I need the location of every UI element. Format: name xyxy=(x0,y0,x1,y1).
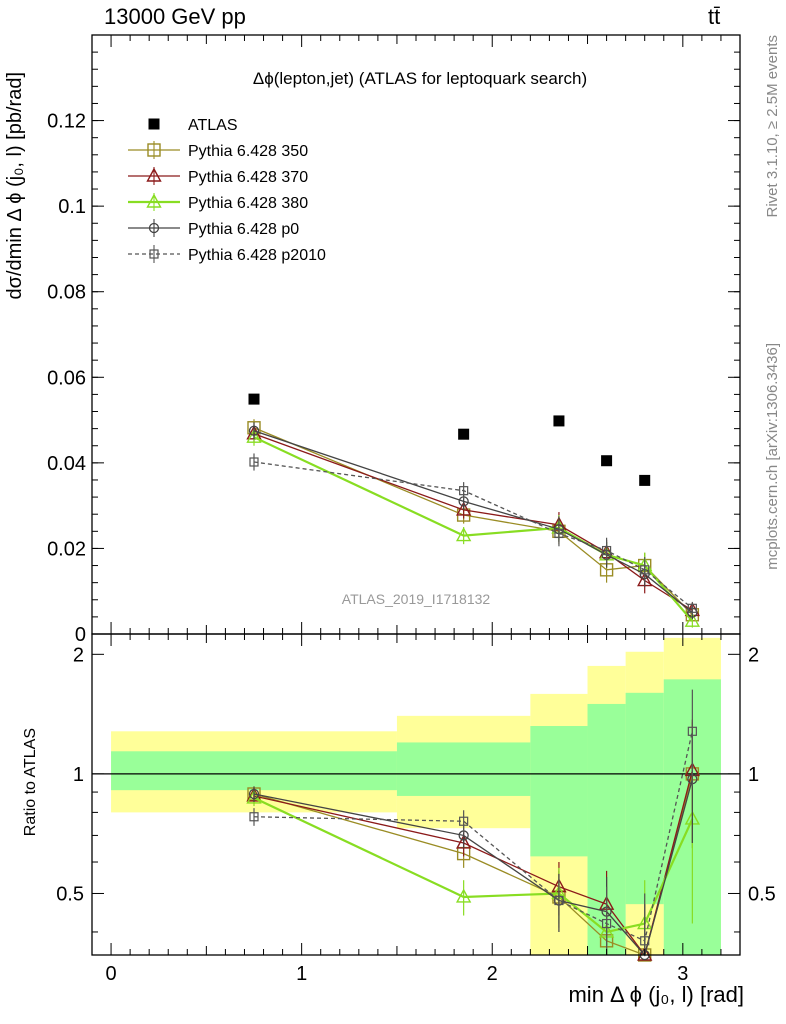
data-point-5-5 xyxy=(687,603,697,613)
band-green-4 xyxy=(625,692,664,905)
ratio-line-3 xyxy=(253,778,693,957)
legend-marker-2 xyxy=(146,167,162,182)
legend-label-5: Pythia 6.428 p2010 xyxy=(188,247,326,264)
data-point-0-2 xyxy=(553,415,565,427)
legend-label-1: Pythia 6.428 350 xyxy=(188,143,308,160)
main-y-tick-label: 0.1 xyxy=(58,196,86,218)
data-point-5-2 xyxy=(554,528,564,539)
legend-label-3: Pythia 6.428 380 xyxy=(188,195,308,212)
final-state-label: tt̄ xyxy=(708,4,721,29)
legend-marker-0 xyxy=(148,118,160,130)
ratio-point-4-0 xyxy=(249,812,259,822)
x-axis-label: min Δ ϕ (j₀, l) [rad] xyxy=(568,982,744,1007)
data-point-4-0 xyxy=(248,425,260,436)
main-y-tick-label: 0 xyxy=(75,624,86,646)
legend-label-0: ATLAS xyxy=(188,117,238,134)
data-point-0-3 xyxy=(601,455,613,467)
series-line-4 xyxy=(253,430,693,614)
legend: ATLAS Pythia 6.428 350 Pythia 6.428 370 Pyt… xyxy=(128,117,326,264)
data-point-5-0 xyxy=(249,457,259,467)
series-line-2 xyxy=(253,433,693,612)
data-point-3-5 xyxy=(684,612,701,627)
main-y-tick-label: 0.04 xyxy=(47,453,86,475)
data-point-5-4 xyxy=(640,565,650,575)
ratio-axes: 0.5 0.5 1 1 2 2 0 1 2 3 xyxy=(56,633,776,985)
ratio-y-tick-label: 0.5 xyxy=(56,883,84,905)
main-markers xyxy=(246,393,701,628)
series-line-5 xyxy=(253,461,693,609)
data-point-0-1 xyxy=(458,428,470,440)
ratio-markers xyxy=(92,689,740,962)
ratio-uncertainty-bands xyxy=(111,637,721,955)
chart-title: Δϕ(lepton,jet) (ATLAS for leptoquark sea… xyxy=(253,69,587,88)
data-point-0-4 xyxy=(639,474,651,486)
ratio-point-4-3 xyxy=(601,918,612,929)
legend-label-2: Pythia 6.428 370 xyxy=(188,169,308,186)
data-point-2-1 xyxy=(455,501,472,516)
legend-marker-4 xyxy=(148,222,160,234)
legend-label-4: Pythia 6.428 p0 xyxy=(188,221,299,238)
ratio-y-tick-label-right: 2 xyxy=(748,644,759,666)
data-point-3-1 xyxy=(455,527,472,542)
main-y-tick-label: 0.02 xyxy=(47,538,86,560)
ratio-point-3-0 xyxy=(248,788,260,800)
ratio-y-tick-label: 2 xyxy=(73,644,84,666)
ratio-point-4-4 xyxy=(640,936,650,946)
legend-marker-1 xyxy=(147,143,161,157)
band-green-0 xyxy=(111,751,397,791)
main-y-tick-label: 0.12 xyxy=(47,111,86,133)
legend-marker-3 xyxy=(146,193,162,208)
main-panel: 0 0.02 0.04 0.06 0.08 0.1 0.12 Δϕ(lepton,jet) … xyxy=(47,34,741,646)
ratio-point-2-1 xyxy=(455,888,472,903)
ratio-panel: 0.5 0.5 1 1 2 2 0 1 2 3 xyxy=(56,633,776,985)
data-point-0-0 xyxy=(248,393,260,405)
ratio-point-4-5 xyxy=(687,726,697,736)
x-tick-label: 3 xyxy=(677,963,688,985)
legend-marker-5 xyxy=(149,249,159,259)
series-line-1 xyxy=(253,427,693,616)
ratio-line-4 xyxy=(253,731,693,942)
analysis-watermark: ATLAS_2019_I1718132 xyxy=(342,591,491,607)
data-point-5-3 xyxy=(601,545,612,556)
ratio-y-tick-label: 1 xyxy=(73,764,84,786)
data-point-3-0 xyxy=(246,428,262,443)
ratio-point-4-1 xyxy=(459,816,469,826)
data-point-5-1 xyxy=(459,486,469,496)
ratio-y-tick-label-right: 0.5 xyxy=(748,883,776,905)
x-tick-label: 2 xyxy=(487,963,498,985)
x-tick-label: 0 xyxy=(105,963,116,985)
main-y-tick-label: 0.08 xyxy=(47,282,86,304)
ratio-point-4-2 xyxy=(554,895,564,906)
band-green-2 xyxy=(530,725,588,857)
ratio-y-tick-label-right: 1 xyxy=(748,764,759,786)
process-label: 13000 GeV pp xyxy=(104,4,246,29)
band-green-1 xyxy=(396,742,531,796)
main-y-tick-label: 0.06 xyxy=(47,367,86,389)
x-tick-label: 1 xyxy=(296,963,307,985)
